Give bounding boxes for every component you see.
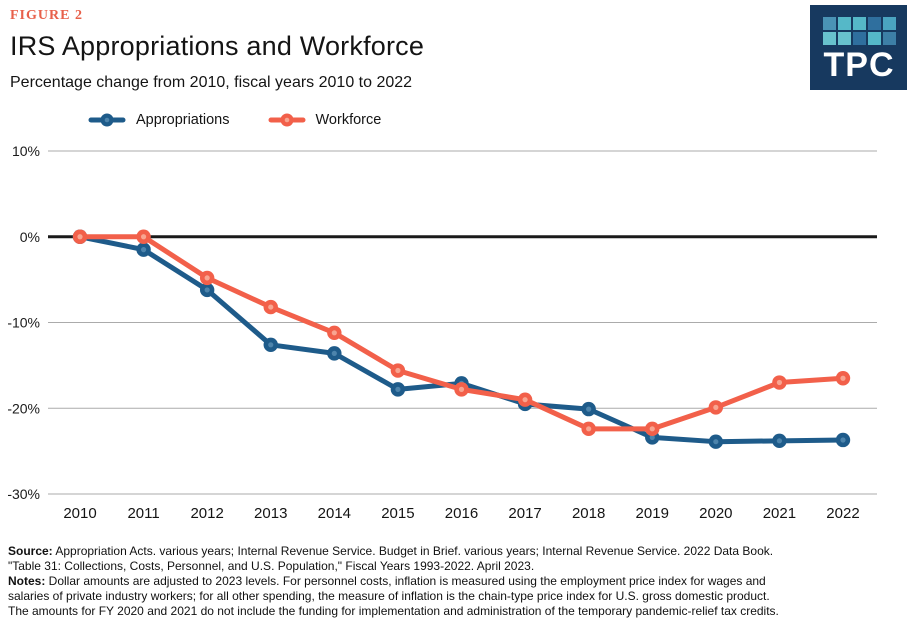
y-tick-label: -10% <box>7 315 40 331</box>
logo-square <box>883 32 896 45</box>
y-tick-label: 0% <box>20 229 40 245</box>
y-tick-label: -30% <box>7 486 40 502</box>
data-point-marker-center <box>586 426 592 432</box>
data-point-marker-center <box>840 375 846 381</box>
series-line-workforce <box>77 234 846 432</box>
logo-square <box>838 32 851 45</box>
y-tick-label: -20% <box>7 400 40 416</box>
data-point-marker-center <box>840 437 846 443</box>
page-title: IRS Appropriations and Workforce <box>10 31 425 61</box>
data-point-marker-center <box>331 330 337 336</box>
footer-line: "Table 31: Collections, Costs, Personnel… <box>8 559 535 573</box>
logo-square <box>868 17 881 30</box>
line-chart: 10% 0% -10% -20% -30% 2010 2011 2012 2013 2014 201… <box>7 143 877 522</box>
logo-square <box>823 17 836 30</box>
x-tick-label: 2021 <box>763 505 796 522</box>
data-point-marker-center <box>649 434 655 441</box>
legend-label: Workforce <box>315 112 382 128</box>
figure-label: FIGURE 2 <box>10 8 83 23</box>
x-tick-label: 2012 <box>190 505 223 522</box>
legend-marker-icon <box>88 113 126 127</box>
data-point-marker-center <box>522 397 528 403</box>
x-tick-label: 2022 <box>826 505 859 522</box>
data-point-marker-center <box>458 386 465 392</box>
footer-line: Notes: Dollar amounts are adjusted to 20… <box>8 574 766 588</box>
footer-line: The amounts for FY 2020 and 2021 do not … <box>8 604 779 618</box>
data-point-marker-center <box>204 287 210 293</box>
logo-square <box>838 17 851 30</box>
x-tick-label: 2015 <box>381 505 414 522</box>
x-tick-label: 2013 <box>254 505 287 522</box>
data-point-marker-center <box>776 379 783 386</box>
data-point-marker-center <box>268 304 274 310</box>
logo-square <box>853 32 866 45</box>
legend-label: Appropriations <box>136 112 230 128</box>
data-point-marker-center <box>140 247 147 253</box>
data-point-marker-center <box>395 367 401 374</box>
chart-legend: Appropriations Workforce <box>88 112 381 128</box>
legend-marker-icon <box>268 113 305 127</box>
chart-header: FIGURE 2 IRS Appropriations and Workforc… <box>10 8 424 92</box>
chart-subtitle: Percentage change from 2010, fiscal year… <box>10 74 413 91</box>
x-tick-label: 2017 <box>508 505 541 522</box>
data-point-marker-center <box>586 406 592 412</box>
logo-square <box>883 17 896 30</box>
data-point-marker-center <box>331 350 337 356</box>
x-tick-label: 2014 <box>318 505 351 522</box>
y-tick-label: 10% <box>12 143 40 159</box>
data-point-marker-center <box>140 234 147 240</box>
data-point-marker-center <box>776 438 783 444</box>
data-point-marker-center <box>395 386 401 392</box>
footer-line: salaries of private industry workers; fo… <box>8 589 770 603</box>
logo-square <box>853 17 866 30</box>
footer-line: Source: Appropriation Acts. various year… <box>8 544 774 558</box>
data-point-marker-center <box>713 404 719 410</box>
x-tick-label: 2016 <box>445 505 478 522</box>
data-point-marker-center <box>77 234 83 240</box>
x-tick-label: 2010 <box>63 505 96 522</box>
footer-notes: Source: Appropriation Acts. various year… <box>8 544 779 619</box>
data-point-marker-center <box>713 439 719 445</box>
tpc-logo-grid <box>823 17 896 45</box>
data-point-marker-center <box>649 426 655 432</box>
x-tick-label: 2011 <box>127 505 159 522</box>
tpc-logo: TPC <box>810 5 907 90</box>
x-tick-label: 2020 <box>699 505 732 522</box>
logo-square <box>868 32 881 45</box>
x-tick-label: 2018 <box>572 505 605 522</box>
data-point-marker-center <box>204 275 210 281</box>
x-tick-label: 2019 <box>636 505 669 522</box>
logo-square <box>823 32 836 45</box>
tpc-logo-text: TPC <box>823 46 895 84</box>
legend-item-appropriations: Appropriations <box>88 112 230 128</box>
data-point-marker-center <box>268 342 274 348</box>
legend-item-workforce: Workforce <box>268 112 382 128</box>
